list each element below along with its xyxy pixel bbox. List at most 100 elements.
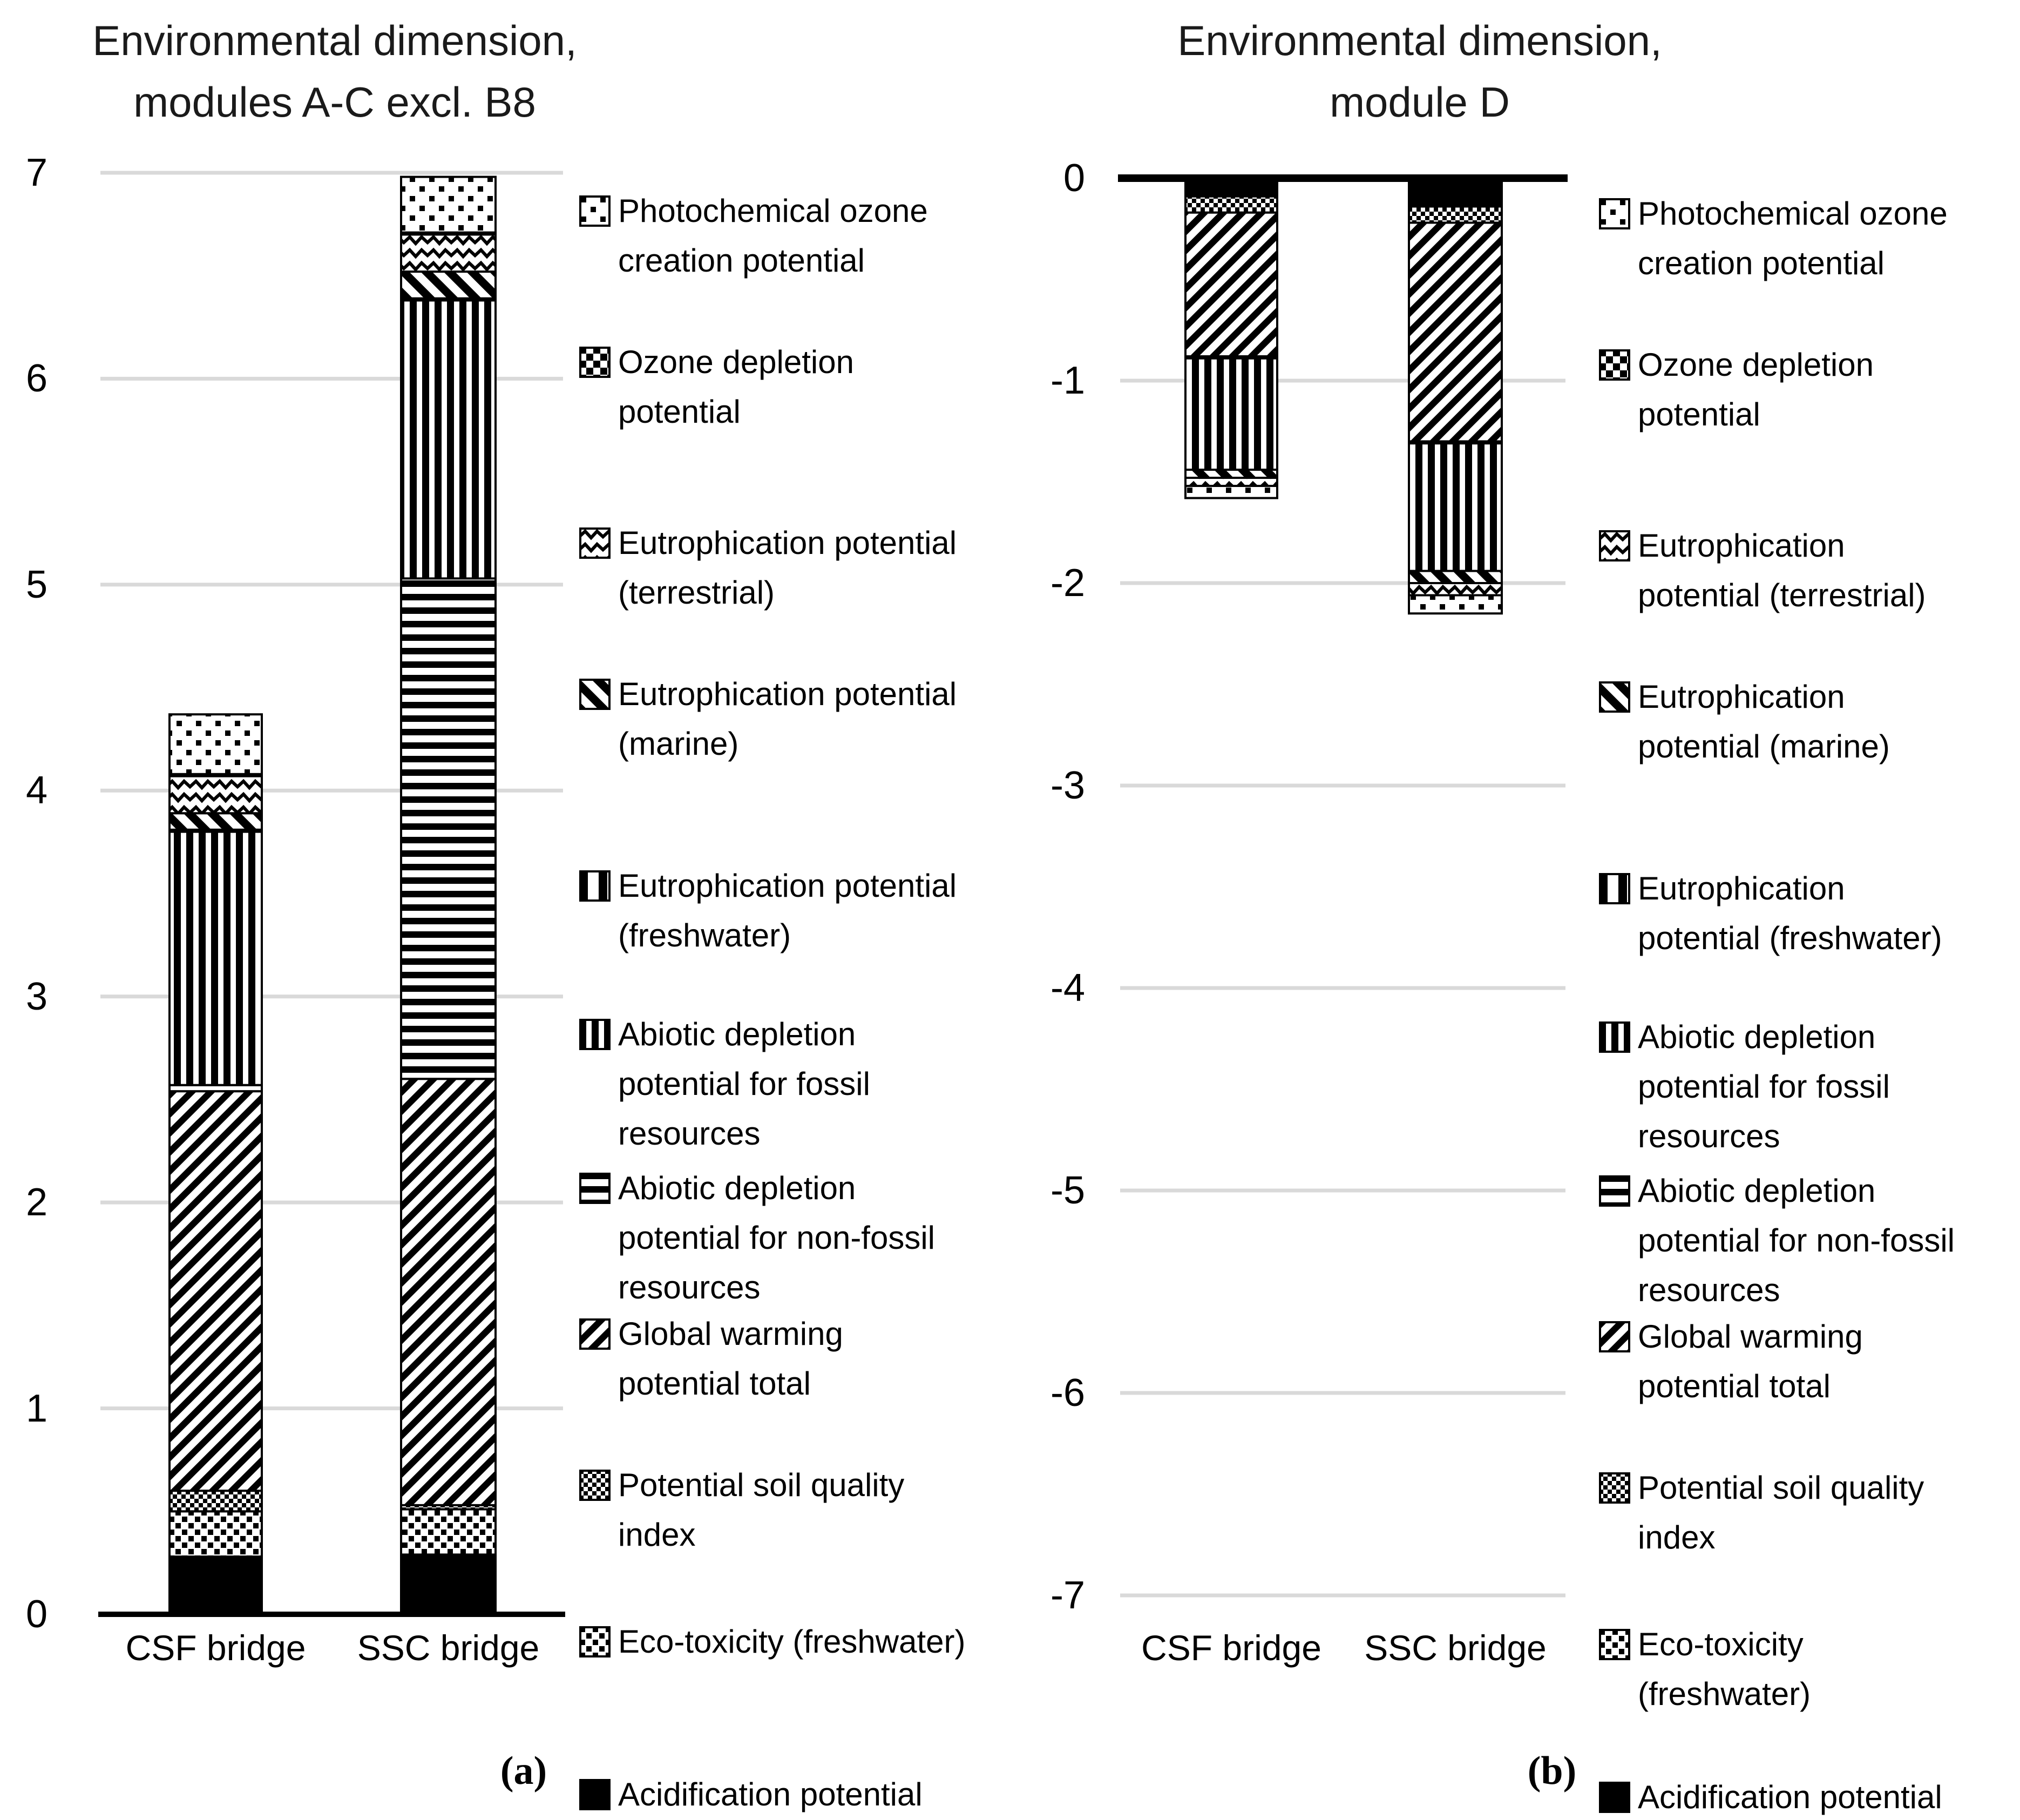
legend-item-line: potential (terrestrial) [1638,577,1926,613]
legend-item-label: Abiotic depletion potential for fossil res… [618,1010,870,1159]
y-tick-label: -1 [1050,359,1085,402]
bar-segment [400,577,497,1080]
legend-item-line: Eutrophication [1638,527,1845,564]
legend-item-label: Photochemical ozone creation potential [1638,189,1948,288]
legend-swatch-marine-icon [579,679,611,710]
legend-swatch-fill [579,679,611,710]
legend-swatch-soil-icon [579,1470,611,1501]
legend-item-line: resources [618,1269,761,1305]
legend-item-line: potential for fossil [618,1066,870,1102]
bar-segment [168,812,263,831]
legend-swatch-terrestrial-icon [1599,530,1630,561]
legend-item-line: Global warming [1638,1318,1863,1355]
gridline [1120,378,1565,383]
bar-segment [168,775,263,815]
legend-item-line: (marine) [618,726,739,762]
chart-b-title: Environmental dimension, module D [1166,10,1673,133]
legend-item-line: Eutrophication potential [618,525,957,561]
y-tick-label: -3 [1050,764,1085,807]
bar-segment [1184,195,1278,214]
legend-swatch-ozone-icon [579,347,611,378]
bar-segment [400,233,497,273]
chart-b-title-line2: module D [1330,78,1510,126]
bar-segment [1408,582,1503,597]
legend-item-label: Eutrophication potential (terrestrial) [1638,521,1926,620]
legend-item-line: Potential soil quality [618,1467,905,1503]
y-tick-label: 0 [25,1593,48,1636]
bar-segment [1184,211,1278,357]
y-tick-label: 2 [25,1181,48,1224]
gridline [1120,986,1565,990]
bar-segment [400,1078,497,1506]
legend-swatch-ecotox-icon [579,1626,611,1657]
legend-swatch-fill [579,1173,611,1204]
gridline [100,583,563,587]
legend-item-line: Global warming [618,1316,843,1352]
bar-segment [168,1510,263,1558]
legend-item-line: (freshwater) [1638,1676,1811,1712]
gridline [1120,1188,1565,1193]
legend-swatch-fill [579,1019,611,1050]
bar-segment [400,299,497,580]
bar-segment [400,1508,497,1556]
bar-segment [168,1090,263,1492]
bar-segment [168,830,263,1086]
caption-a: (a) [500,1749,547,1793]
legend-item-line: potential total [1638,1368,1831,1404]
y-tick-label: -7 [1050,1574,1085,1617]
legend-swatch-fill [1599,681,1630,713]
legend-item-label: Eutrophication potential (terrestrial) [618,518,957,618]
legend-swatch-fill [579,1779,611,1810]
legend-swatch-fill [579,1626,611,1657]
legend-swatch-fill [579,1318,611,1350]
y-tick-label: 5 [25,563,48,606]
legend-item-line: (terrestrial) [618,574,775,611]
legend-swatch-fill [1599,873,1630,904]
legend-item-line: Abiotic depletion [618,1170,856,1206]
legend-item-line: Eutrophication [1638,679,1845,715]
legend-item-line: (freshwater) [618,917,791,953]
legend-item-line: Ozone depletion [618,344,854,380]
legend-item-line: Abiotic depletion [618,1016,856,1052]
gridline [1120,581,1565,585]
legend-swatch-fill [579,527,611,559]
legend-item-line: Abiotic depletion [1638,1173,1876,1209]
legend-swatch-solid-icon [1599,1782,1630,1813]
legend-swatch-soil-icon [1599,1472,1630,1504]
legend-item-line: creation potential [1638,245,1885,281]
legend-swatch-fill [1599,1782,1630,1813]
caption-b: (b) [1527,1749,1577,1793]
legend-swatch-nonfossil-icon [579,1173,611,1204]
legend-swatch-fill [1599,1021,1630,1053]
bar-segment [400,1553,497,1615]
legend-swatch-fill [579,347,611,378]
legend-item-label: Eutrophication potential (marine) [618,669,957,769]
legend-item-line: Eutrophication [1638,870,1845,906]
legend-item-line: potential (marine) [1638,728,1890,764]
legend-item-label: Eco-toxicity (freshwater) [1638,1620,1811,1719]
legend-swatch-fill [579,1470,611,1501]
y-tick-label: 7 [25,151,48,194]
legend-swatch-fill [1599,1321,1630,1352]
y-tick-label: 4 [25,769,48,813]
legend-item-line: Eco-toxicity (freshwater) [618,1623,966,1660]
legend-item-line: Acidification potential [618,1776,923,1812]
chart-a-title-line2: modules A-C excl. B8 [133,78,536,126]
legend-swatch-ozone-icon [1599,349,1630,381]
bar-segment [1408,594,1503,615]
gridline [100,1406,563,1411]
bar-segment [400,270,497,300]
gridline [100,376,563,381]
bar-segment [1408,205,1503,224]
legend-item-label: Eutrophication potential (freshwater) [1638,864,1942,963]
bar-segment [1408,442,1503,572]
x-axis-line [1118,174,1568,182]
gridline [100,1200,563,1205]
legend-swatch-fill [1599,198,1630,229]
legend-item-label: Eutrophication potential (freshwater) [618,861,957,960]
legend-item-label: Ozone depletion potential [1638,340,1874,439]
legend-swatch-fill [1599,1175,1630,1207]
legend-item-label: Eutrophication potential (marine) [1638,672,1890,772]
legend-swatch-fossil-icon [1599,1021,1630,1053]
legend-item-label: Abiotic depletion potential for fossil res… [1638,1012,1890,1161]
